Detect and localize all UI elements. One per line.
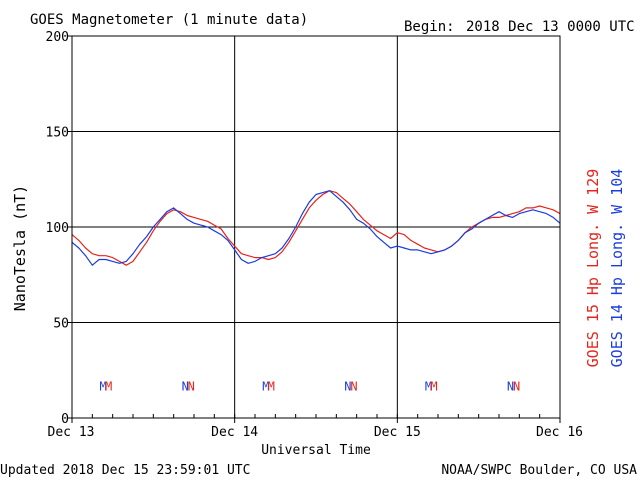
plot-frame: [71, 35, 561, 419]
marker-n: N: [188, 380, 195, 394]
marker-m: M: [430, 380, 437, 394]
x-axis-label: Universal Time: [261, 443, 371, 458]
series-line-goes14: [71, 190, 561, 266]
marker-m: M: [425, 380, 432, 394]
y-tick-label: 150: [46, 126, 69, 141]
legend-goes14: GOES 14 Hp Long. W 104: [608, 169, 626, 368]
marker-n: N: [182, 380, 189, 394]
y-axis-label: NanoTesla (nT): [11, 185, 29, 311]
y-tick-label: 0: [61, 412, 69, 427]
marker-n: N: [350, 380, 357, 394]
begin-label: Begin:: [404, 19, 455, 35]
x-tick-label: Dec 16: [536, 425, 583, 440]
marker-m: M: [262, 380, 269, 394]
marker-m: M: [268, 380, 275, 394]
y-tick-label: 100: [46, 221, 69, 236]
chart-title: GOES Magnetometer (1 minute data): [30, 12, 308, 28]
begin-date: 2018 Dec 13 0000 UTC: [466, 19, 635, 35]
axes: 0 50 100 150 200 Dec 13 Dec 14 Dec 15 Dec 16: [46, 30, 583, 440]
y-tick-label: 50: [53, 317, 69, 332]
marker-m: M: [100, 380, 107, 394]
x-tick-label: Dec 15: [374, 425, 421, 440]
marker-labels: MM NN MM NN MM NN: [100, 380, 521, 394]
grid-lines: [72, 36, 560, 418]
footer-updated: Updated 2018 Dec 15 23:59:01 UTC: [0, 463, 250, 478]
marker-n: N: [513, 380, 520, 394]
series-line-goes15: [71, 190, 561, 266]
series-lines: [71, 190, 561, 266]
x-tick-label: Dec 14: [211, 425, 258, 440]
footer-credit: NOAA/SWPC Boulder, CO USA: [441, 463, 637, 478]
marker-m: M: [105, 380, 112, 394]
x-tick-label: Dec 13: [48, 425, 95, 440]
marker-n: N: [344, 380, 351, 394]
legend-goes15: GOES 15 Hp Long. W 129: [584, 169, 602, 368]
marker-n: N: [507, 380, 514, 394]
y-tick-label: 200: [46, 30, 69, 45]
